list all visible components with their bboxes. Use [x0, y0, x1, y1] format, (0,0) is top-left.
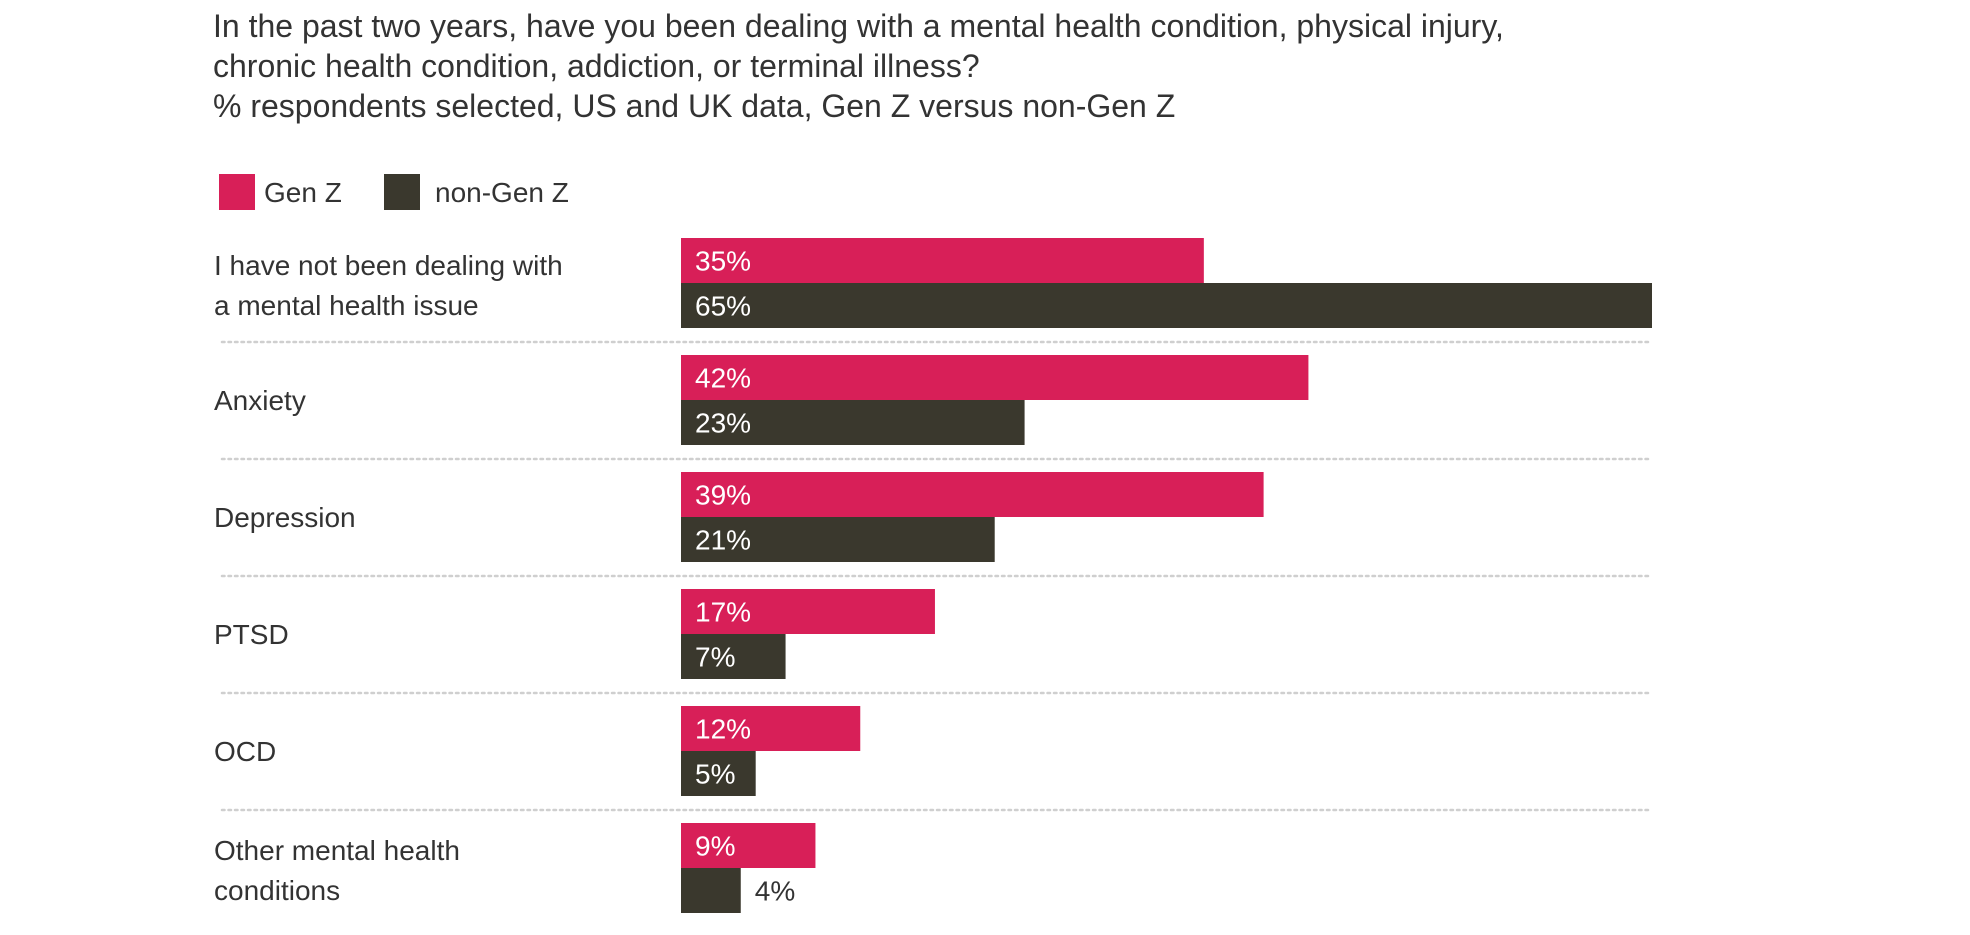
title-line-1: In the past two years, have you been dea… [213, 8, 1504, 44]
bar-value-label: 39% [695, 480, 751, 511]
row-separators [220, 340, 1654, 812]
bar-genz [681, 706, 861, 751]
bar-value-label: 4% [755, 876, 795, 907]
legend-swatch-2 [384, 174, 420, 210]
subtitle: % respondents selected, US and UK data, … [213, 88, 1176, 124]
legend-label-1: Gen Z [264, 177, 342, 208]
bar-genz [681, 589, 935, 634]
category-label: conditions [214, 875, 340, 906]
bar-genz [681, 472, 1264, 517]
chart-title: In the past two years, have you been dea… [213, 6, 1913, 126]
legend-swatch-1 [219, 174, 255, 210]
bar-non-genz [681, 400, 1025, 445]
bar-value-label: 12% [695, 714, 751, 745]
bar-value-label: 9% [695, 831, 735, 862]
category-labels: I have not been dealing with a mental hea… [214, 250, 563, 906]
category-label: PTSD [214, 619, 289, 650]
bar-non-genz [681, 517, 995, 562]
bar-value-label: 17% [695, 597, 751, 628]
bar-non-genz [681, 634, 786, 679]
category-label: a mental health issue [214, 290, 479, 321]
bar-genz [681, 355, 1309, 400]
category-label: Depression [214, 502, 356, 533]
bar-genz [681, 238, 1204, 283]
bar-value-labels: 35% 65% 42% 23% 39% 21% 17% 7% 12% 5% 9% 4% [695, 246, 795, 907]
category-label: Anxiety [214, 385, 306, 416]
legend: Gen Z non-Gen Z [219, 174, 569, 210]
category-label: OCD [214, 736, 276, 767]
title-line-2: chronic health condition, addiction, or … [213, 48, 980, 84]
legend-label-2: non-Gen Z [435, 177, 569, 208]
bar-non-genz [681, 283, 1652, 328]
bar-value-label: 21% [695, 525, 751, 556]
category-label: Other mental health [214, 835, 460, 866]
category-label: I have not been dealing with [214, 250, 563, 281]
bar-value-label: 23% [695, 408, 751, 439]
bars [681, 238, 1652, 913]
bar-value-label: 42% [695, 363, 751, 394]
bar-non-genz [681, 868, 741, 913]
bar-value-label: 35% [695, 246, 751, 277]
bar-value-label: 5% [695, 759, 735, 790]
bar-non-genz [681, 751, 756, 796]
bar-value-label: 65% [695, 291, 751, 322]
bar-value-label: 7% [695, 642, 735, 673]
bar-genz [681, 823, 816, 868]
